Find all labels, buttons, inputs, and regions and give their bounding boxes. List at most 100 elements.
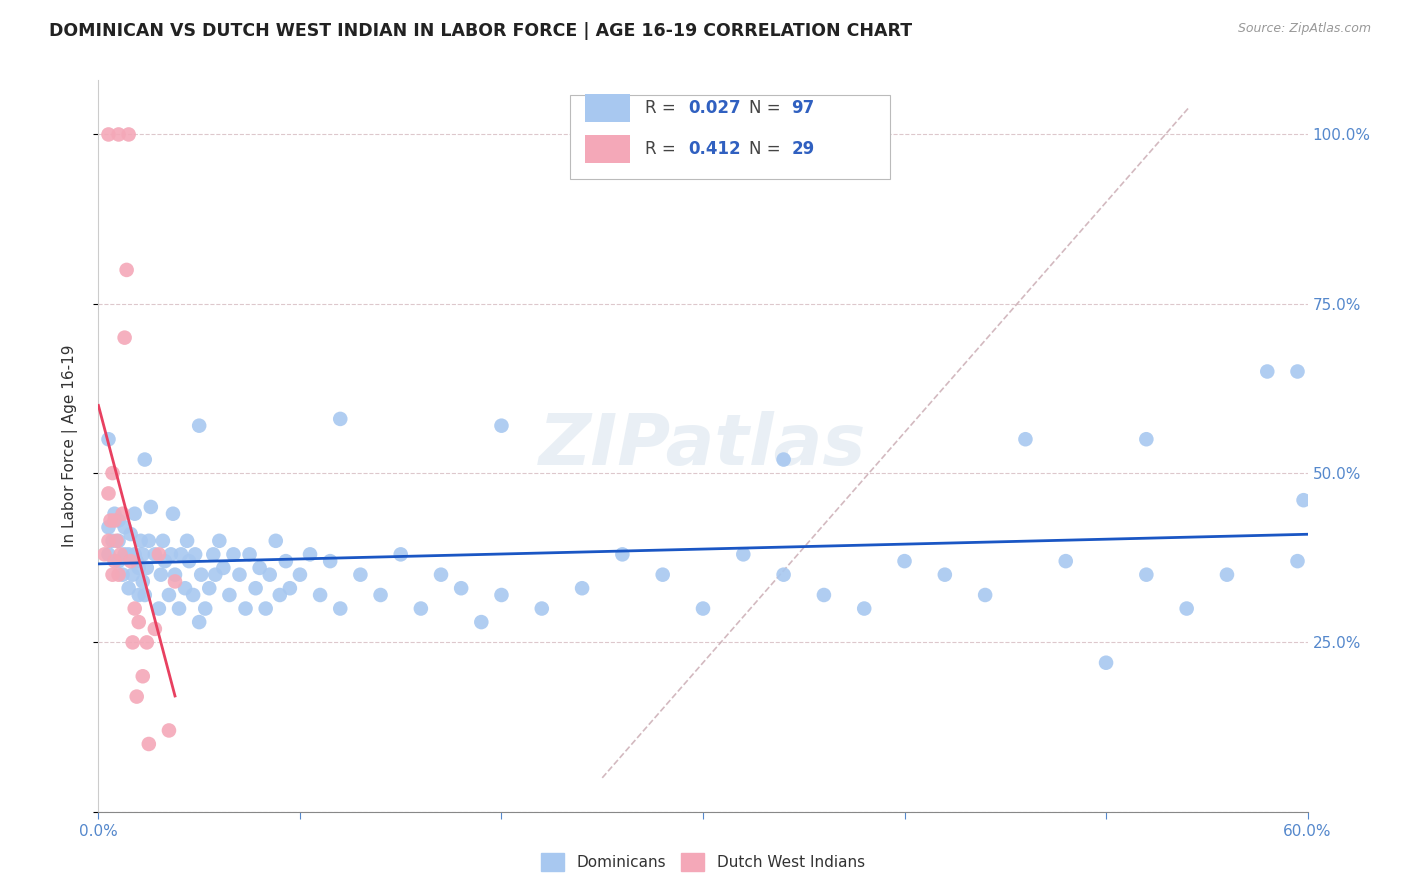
- Point: [128, 561, 150, 575]
- Point: [222, 547, 245, 561]
- Point: [212, 561, 235, 575]
- Point: [179, 554, 201, 568]
- Point: [103, 507, 125, 521]
- Point: [167, 601, 190, 615]
- Point: [162, 507, 184, 521]
- Point: [772, 452, 794, 467]
- Point: [893, 554, 915, 568]
- Point: [152, 533, 174, 548]
- Point: [110, 547, 132, 561]
- Point: [208, 533, 231, 548]
- Point: [111, 567, 134, 582]
- Text: Source: ZipAtlas.com: Source: ZipAtlas.com: [1237, 22, 1371, 36]
- Point: [188, 615, 211, 629]
- Point: [124, 507, 146, 521]
- Point: [188, 418, 211, 433]
- Text: R =: R =: [645, 140, 681, 158]
- Point: [139, 500, 162, 514]
- Point: [149, 567, 172, 582]
- Point: [813, 588, 835, 602]
- Point: [1135, 432, 1157, 446]
- Point: [148, 547, 170, 561]
- Point: [124, 601, 146, 615]
- Point: [974, 588, 997, 602]
- Point: [93, 547, 115, 561]
- Point: [1095, 656, 1118, 670]
- Point: [184, 547, 207, 561]
- Text: ZIPatlas: ZIPatlas: [540, 411, 866, 481]
- Point: [329, 412, 352, 426]
- Point: [853, 601, 876, 615]
- Point: [204, 567, 226, 582]
- Point: [101, 567, 124, 582]
- Point: [134, 588, 156, 602]
- Point: [491, 588, 513, 602]
- Point: [651, 567, 673, 582]
- Point: [138, 737, 160, 751]
- Point: [190, 567, 212, 582]
- Point: [772, 567, 794, 582]
- Point: [101, 533, 124, 548]
- Point: [254, 601, 277, 615]
- Point: [120, 527, 142, 541]
- Point: [135, 635, 157, 649]
- Text: R =: R =: [645, 99, 681, 117]
- Point: [1014, 432, 1036, 446]
- Point: [299, 547, 322, 561]
- Point: [274, 554, 297, 568]
- Point: [157, 723, 180, 738]
- Point: [97, 547, 120, 561]
- Point: [430, 567, 453, 582]
- Point: [163, 567, 186, 582]
- Point: [143, 622, 166, 636]
- Point: [157, 588, 180, 602]
- Point: [934, 567, 956, 582]
- Point: [1256, 364, 1278, 378]
- Point: [329, 601, 352, 615]
- Point: [134, 452, 156, 467]
- Point: [450, 581, 472, 595]
- Point: [1054, 554, 1077, 568]
- Point: [120, 554, 142, 568]
- Point: [202, 547, 225, 561]
- Point: [612, 547, 634, 561]
- Bar: [585, 95, 630, 122]
- Point: [135, 561, 157, 575]
- Point: [264, 533, 287, 548]
- Point: [278, 581, 301, 595]
- Point: [125, 690, 148, 704]
- Point: [245, 581, 267, 595]
- Point: [121, 635, 143, 649]
- Point: [115, 263, 138, 277]
- Point: [107, 533, 129, 548]
- Point: [163, 574, 186, 589]
- Point: [160, 547, 183, 561]
- Point: [97, 520, 120, 534]
- Point: [114, 520, 136, 534]
- Point: [176, 533, 198, 548]
- Point: [105, 533, 128, 548]
- Point: [319, 554, 342, 568]
- Point: [129, 533, 152, 548]
- Point: [1216, 567, 1239, 582]
- Point: [114, 547, 136, 561]
- Point: [530, 601, 553, 615]
- Point: [288, 567, 311, 582]
- Point: [571, 581, 593, 595]
- Text: 0.412: 0.412: [689, 140, 741, 158]
- Point: [125, 554, 148, 568]
- Point: [103, 554, 125, 568]
- Point: [107, 554, 129, 568]
- Point: [239, 547, 262, 561]
- Point: [107, 514, 129, 528]
- Point: [259, 567, 281, 582]
- Point: [101, 466, 124, 480]
- Point: [128, 615, 150, 629]
- Point: [349, 567, 371, 582]
- Legend: Dominicans, Dutch West Indians: Dominicans, Dutch West Indians: [536, 847, 870, 877]
- Point: [153, 554, 176, 568]
- Point: [170, 547, 193, 561]
- Point: [97, 486, 120, 500]
- Point: [181, 588, 204, 602]
- Point: [1292, 493, 1315, 508]
